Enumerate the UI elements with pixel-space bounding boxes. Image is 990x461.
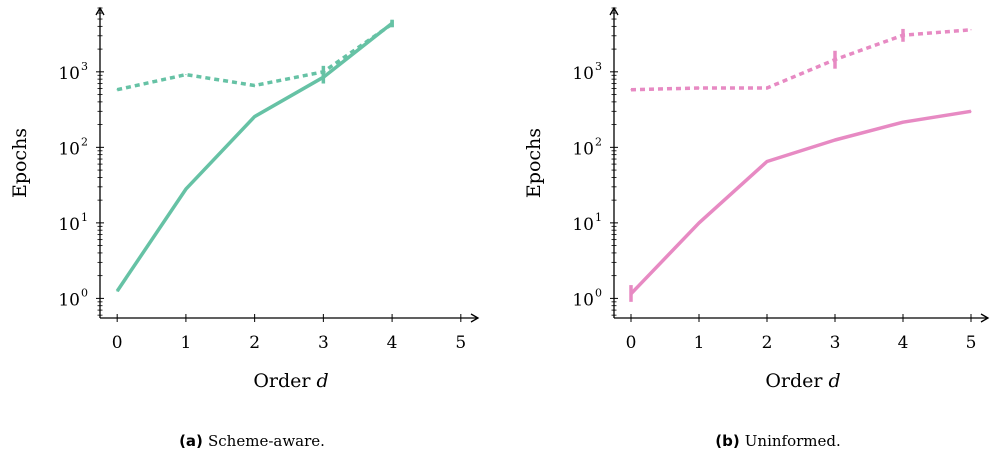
data-point	[698, 87, 700, 89]
x-tick-label: 3	[830, 333, 841, 353]
y-tick-label: 10	[58, 139, 80, 159]
x-tick-label: 5	[455, 333, 466, 353]
y-tick-label: 10	[58, 64, 80, 84]
x-axis-arrow	[470, 313, 480, 323]
data-point	[322, 71, 324, 73]
series-line-solid	[115, 21, 394, 293]
x-tick-label: 1	[694, 333, 705, 353]
data-point	[185, 73, 187, 76]
y-tick-label: 10	[58, 215, 80, 235]
x-tick-label: 3	[318, 333, 329, 353]
data-point	[766, 160, 768, 163]
y-tick-exponent: 2	[595, 135, 602, 148]
data-point	[766, 87, 768, 89]
y-tick-exponent: 1	[595, 211, 602, 224]
x-tick-label: 4	[898, 333, 909, 353]
data-point	[902, 34, 904, 36]
y-tick-label: 10	[572, 139, 594, 159]
y-tick-label: 10	[572, 215, 594, 235]
y-tick-exponent: 2	[81, 135, 88, 148]
y-axis-label: Epochs	[523, 128, 545, 198]
x-tick-label: 5	[966, 333, 977, 353]
x-axis-label: Order d	[253, 370, 328, 392]
data-point	[116, 290, 118, 292]
y-tick-exponent: 3	[595, 60, 602, 73]
y-tick-label: 10	[572, 290, 594, 310]
x-tick-label: 0	[626, 333, 637, 353]
y-tick-exponent: 1	[81, 211, 88, 224]
data-point	[902, 121, 904, 123]
x-axis-arrow	[980, 313, 990, 323]
series-line-solid	[629, 109, 972, 296]
y-tick-exponent: 0	[595, 286, 602, 299]
x-tick-label: 2	[762, 333, 773, 353]
data-point	[630, 293, 632, 295]
x-tick-label: 4	[387, 333, 398, 353]
data-point	[698, 222, 700, 224]
data-point	[834, 139, 836, 141]
y-axis-label: Epochs	[9, 128, 31, 198]
data-point	[970, 29, 972, 31]
caption: (a) Scheme-aware.	[179, 431, 325, 450]
data-point	[254, 84, 256, 87]
data-point	[185, 188, 187, 190]
caption: (b) Uninformed.	[715, 431, 841, 450]
x-axis-label: Order d	[765, 370, 840, 392]
y-tick-label: 10	[58, 290, 80, 310]
y-tick-exponent: 0	[81, 286, 88, 299]
data-point	[834, 59, 836, 61]
x-tick-label: 1	[180, 333, 191, 353]
data-point	[254, 116, 256, 118]
y-tick-exponent: 3	[81, 60, 88, 73]
data-point	[391, 23, 393, 25]
x-tick-label: 0	[112, 333, 123, 353]
data-point	[630, 89, 632, 91]
data-point	[970, 110, 972, 112]
x-tick-label: 2	[249, 333, 260, 353]
data-point	[116, 89, 118, 91]
y-tick-label: 10	[572, 64, 594, 84]
series-line-dotted	[630, 28, 972, 92]
